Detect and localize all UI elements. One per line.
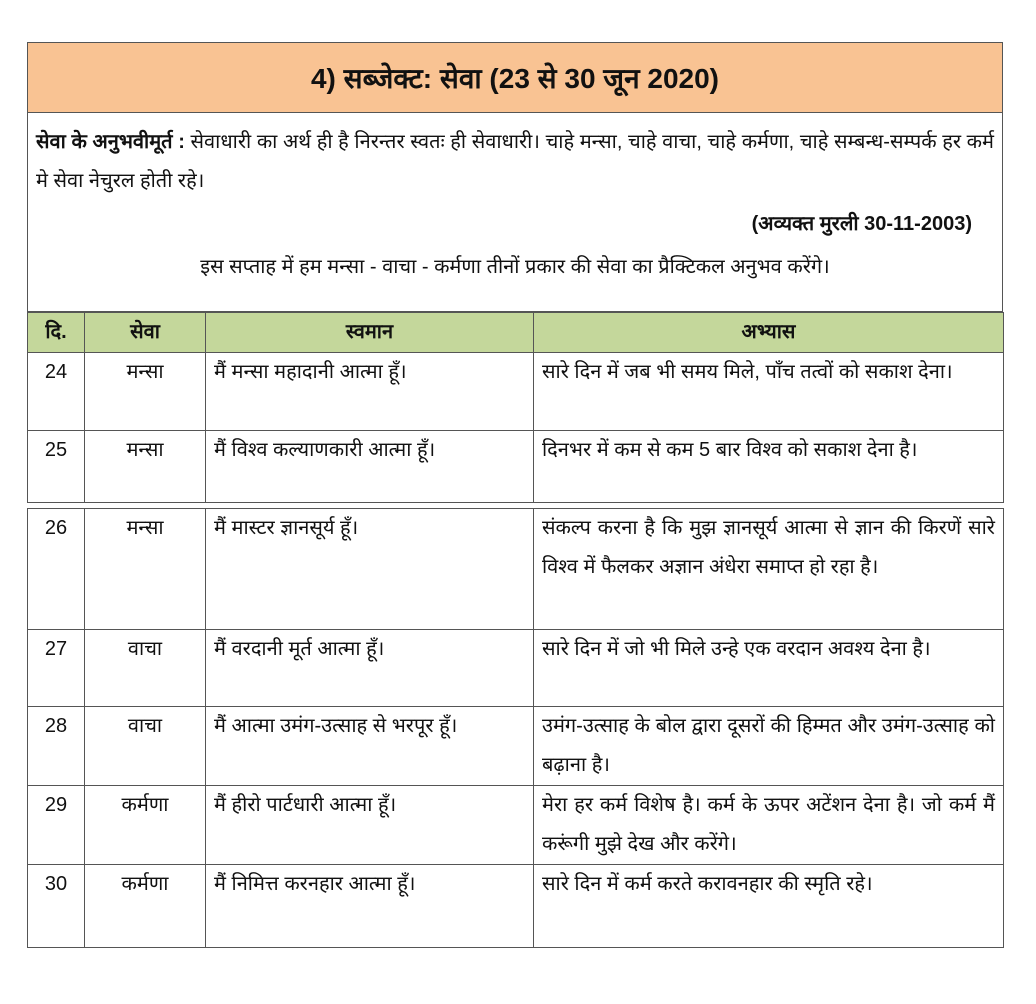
- table-row: 28 वाचा मैं आत्मा उमंग-उत्साह से भरपूर ह…: [27, 706, 1004, 786]
- intro-paragraph: सेवा के अनुभवीमूर्त : सेवाधारी का अर्थ ह…: [36, 113, 994, 201]
- swaman-cell: मैं मन्सा महादानी आत्मा हूँ।: [205, 352, 534, 431]
- abhyas-cell: संकल्प करना है कि मुझ ज्ञानसूर्य आत्मा स…: [533, 508, 1004, 630]
- intro-section: सेवा के अनुभवीमूर्त : सेवाधारी का अर्थ ह…: [27, 113, 1003, 312]
- intro-text: सेवाधारी का अर्थ ही है निरन्तर स्वतः ही …: [36, 131, 994, 192]
- seva-cell: मन्सा: [84, 508, 206, 630]
- abhyas-cell: मेरा हर कर्म विशेष है। कर्म के ऊपर अटेंश…: [533, 785, 1004, 865]
- table-header-row: दि. सेवा स्वमान अभ्यास: [27, 312, 1004, 353]
- seva-cell: मन्सा: [84, 430, 206, 503]
- swaman-cell: मैं वरदानी मूर्त आत्मा हूँ।: [205, 629, 534, 707]
- day-cell: 27: [27, 629, 85, 707]
- day-cell: 30: [27, 864, 85, 948]
- day-cell: 26: [27, 508, 85, 630]
- col-header-abhyas: अभ्यास: [533, 312, 1004, 353]
- table-row: 24 मन्सा मैं मन्सा महादानी आत्मा हूँ। सा…: [27, 352, 1004, 431]
- seva-table: दि. सेवा स्वमान अभ्यास 24 मन्सा मैं मन्स…: [27, 312, 1004, 948]
- day-cell: 25: [27, 430, 85, 503]
- swaman-cell: मैं आत्मा उमंग-उत्साह से भरपूर हूँ।: [205, 706, 534, 786]
- swaman-cell: मैं हीरो पार्टधारी आत्मा हूँ।: [205, 785, 534, 865]
- seva-cell: कर्मणा: [84, 864, 206, 948]
- page-title: 4) सब्जेक्ट: सेवा (23 से 30 जून 2020): [27, 42, 1003, 113]
- day-cell: 24: [27, 352, 85, 431]
- murli-reference: (अव्यक्त मुरली 30-11-2003): [751, 213, 972, 235]
- abhyas-cell: सारे दिन में जब भी समय मिले, पाँच तत्वों…: [533, 352, 1004, 431]
- intro-label: सेवा के अनुभवीमूर्त :: [36, 131, 185, 153]
- abhyas-cell: उमंग-उत्साह के बोल द्वारा दूसरों की हिम्…: [533, 706, 1004, 786]
- seva-cell: कर्मणा: [84, 785, 206, 865]
- col-header-swaman: स्वमान: [205, 312, 534, 353]
- seva-cell: वाचा: [84, 706, 206, 786]
- abhyas-cell: सारे दिन में कर्म करते करावनहार की स्मृत…: [533, 864, 1004, 948]
- swaman-cell: मैं विश्व कल्याणकारी आत्मा हूँ।: [205, 430, 534, 503]
- table-row: 30 कर्मणा मैं निमित्त करनहार आत्मा हूँ। …: [27, 864, 1004, 948]
- swaman-cell: मैं निमित्त करनहार आत्मा हूँ।: [205, 864, 534, 948]
- table-row: 27 वाचा मैं वरदानी मूर्त आत्मा हूँ। सारे…: [27, 629, 1004, 707]
- abhyas-cell: दिनभर में कम से कम 5 बार विश्व को सकाश द…: [533, 430, 1004, 503]
- table-row: 25 मन्सा मैं विश्व कल्याणकारी आत्मा हूँ।…: [27, 430, 1004, 503]
- swaman-cell: मैं मास्टर ज्ञानसूर्य हूँ।: [205, 508, 534, 630]
- seva-cell: वाचा: [84, 629, 206, 707]
- table-row: 26 मन्सा मैं मास्टर ज्ञानसूर्य हूँ। संकल…: [27, 508, 1004, 630]
- col-header-day: दि.: [27, 312, 85, 353]
- seva-cell: मन्सा: [84, 352, 206, 431]
- day-cell: 29: [27, 785, 85, 865]
- day-cell: 28: [27, 706, 85, 786]
- week-note: इस सप्ताह में हम मन्सा - वाचा - कर्मणा त…: [200, 256, 830, 278]
- col-header-seva: सेवा: [84, 312, 206, 353]
- abhyas-cell: सारे दिन में जो भी मिले उन्हे एक वरदान अ…: [533, 629, 1004, 707]
- table-row: 29 कर्मणा मैं हीरो पार्टधारी आत्मा हूँ। …: [27, 785, 1004, 865]
- document: 4) सब्जेक्ट: सेवा (23 से 30 जून 2020) से…: [27, 42, 1004, 948]
